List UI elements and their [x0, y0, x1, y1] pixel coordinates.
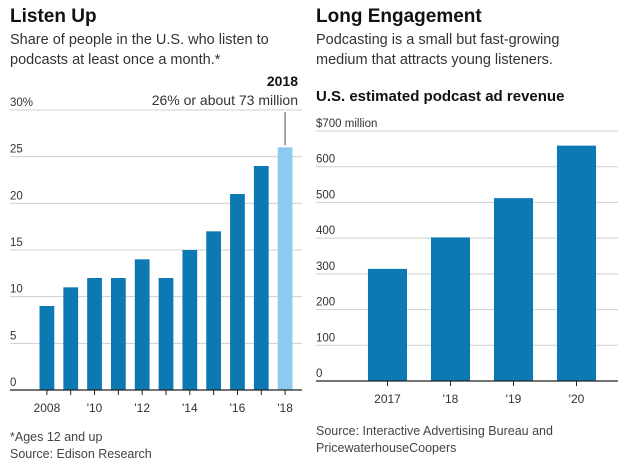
ad-revenue-bar: [367, 268, 408, 381]
ad-revenue-bar: [430, 237, 471, 381]
listen-up-bar: [253, 166, 269, 390]
listen-up-bar-chart: 0 5 10 15 20 25 30% 2008 '10 '12 '14 '16 '18 2018 26% …: [10, 73, 302, 415]
listen-up-x-tick-label: '18: [277, 401, 293, 415]
long-engagement-subtitle: Podcasting is a small but fast-growing m…: [316, 32, 560, 68]
listen-up-bar: [182, 250, 198, 390]
listen-up-y-tick-label: 30%: [10, 97, 33, 109]
long-engagement-panel: Long Engagement Podcasting is a small bu…: [312, 0, 625, 464]
listen-up-y-tick-label: 20: [10, 190, 23, 202]
ad-revenue-y-tick-label: 400: [316, 225, 335, 237]
listen-up-bar: [206, 231, 222, 390]
ad-revenue-y-tick-label: 600: [316, 154, 335, 166]
listen-up-bar: [230, 194, 245, 390]
ad-revenue-y-tick-label: 0: [316, 368, 322, 380]
listen-up-bar: [134, 259, 150, 390]
listen-up-panel: Listen Up Share of people in the U.S. wh…: [0, 0, 310, 464]
annotation-year: 2018: [267, 73, 298, 89]
ad-revenue-y-tick-label: 500: [316, 189, 335, 201]
ad-revenue-bar: [556, 145, 597, 381]
ad-revenue-source: Source: Interactive Advertising Bureau a…: [316, 424, 553, 455]
listen-up-bar: [277, 147, 293, 390]
listen-up-y-tick-label: 10: [10, 284, 23, 296]
ad-revenue-chart-title: U.S. estimated podcast ad revenue: [316, 88, 565, 105]
listen-up-title: Listen Up: [10, 6, 97, 27]
ad-revenue-x-tick-label: '19: [506, 392, 522, 406]
ad-revenue-bar-chart: 0 100 200 300 400 500 600 $700 million 2017 '18 '1…: [316, 118, 618, 406]
listen-up-bar: [39, 306, 55, 390]
listen-up-x-tick-label: '16: [230, 401, 246, 415]
ad-revenue-x-tick-label: '18: [443, 392, 459, 406]
listen-up-x-tick-label: '14: [182, 401, 198, 415]
listen-up-x-tick-label: 2008: [34, 401, 61, 415]
ad-revenue-x-tick-label: '20: [569, 392, 585, 406]
listen-up-subtitle: Share of people in the U.S. who listen t…: [10, 32, 269, 68]
ad-revenue-y-tick-label: 200: [316, 297, 335, 309]
ad-revenue-bar: [493, 198, 534, 381]
age-footnote: *Ages 12 and up: [10, 430, 103, 444]
ad-revenue-x-tick-label: 2017: [374, 392, 401, 406]
ad-revenue-y-tick-label: 300: [316, 261, 335, 273]
listen-up-y-tick-label: 5: [10, 330, 16, 342]
listen-up-bar: [158, 278, 174, 390]
listen-up-bar: [87, 278, 102, 390]
listen-up-y-tick-label: 0: [10, 377, 16, 389]
ad-revenue-y-tick-label: $700 million: [316, 118, 377, 130]
listen-up-bar: [63, 287, 79, 390]
ad-revenue-y-tick-label: 100: [316, 332, 335, 344]
listen-up-x-tick-label: '10: [87, 401, 103, 415]
listen-up-source: Source: Edison Research: [10, 447, 152, 461]
listen-up-y-tick-label: 15: [10, 237, 23, 249]
long-engagement-title: Long Engagement: [316, 6, 482, 27]
listen-up-bar: [110, 278, 126, 390]
listen-up-y-tick-label: 25: [10, 144, 23, 156]
listen-up-x-tick-label: '12: [134, 401, 150, 415]
annotation-text: 26% or about 73 million: [152, 92, 298, 108]
